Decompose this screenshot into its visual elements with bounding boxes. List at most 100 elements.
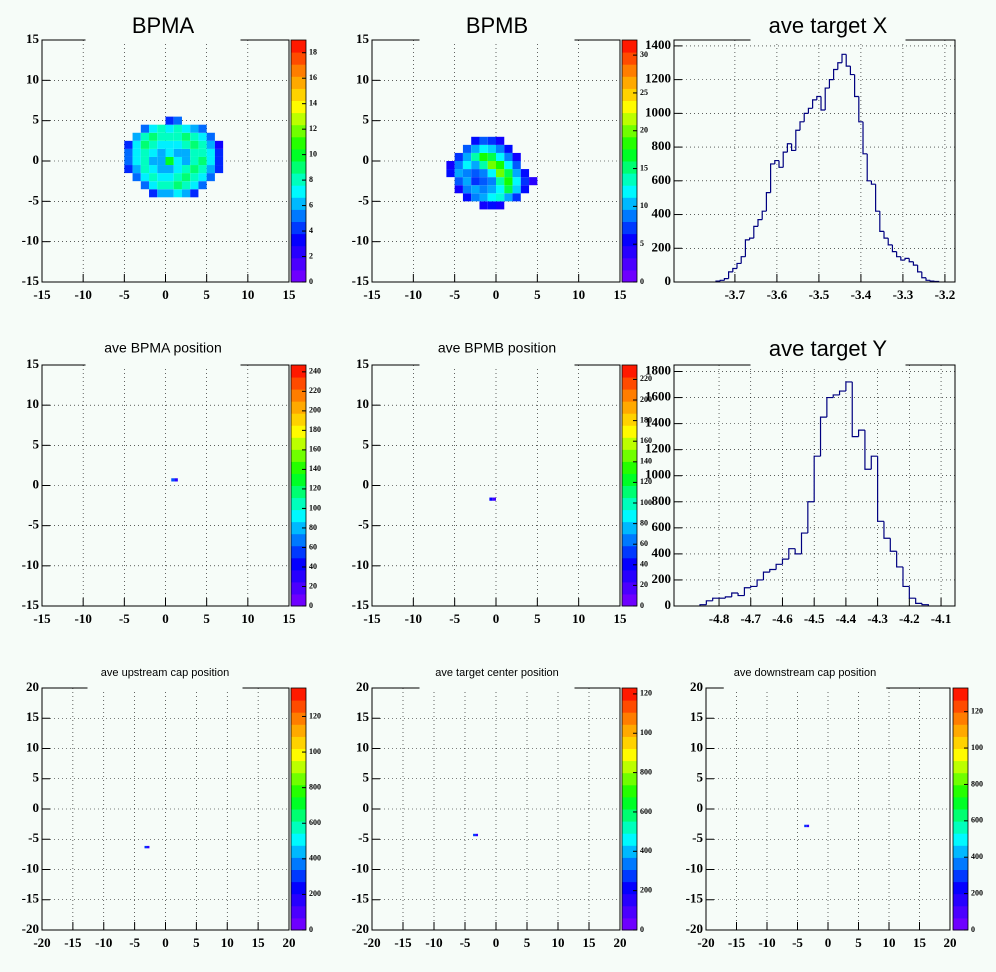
cell	[471, 136, 480, 145]
palette-band	[291, 233, 306, 247]
histogram-bin	[719, 279, 725, 282]
palette-label: 60	[309, 542, 317, 551]
cell	[157, 181, 166, 190]
palette-label: 600	[971, 816, 983, 825]
histogram-bin	[736, 262, 742, 269]
palette-label: 200	[640, 885, 652, 894]
x-tick-label: -10	[758, 935, 775, 950]
palette-band	[622, 533, 637, 547]
cell	[190, 189, 199, 198]
cell	[198, 181, 207, 190]
palette-band	[622, 784, 637, 798]
palette-band	[622, 796, 637, 810]
cell	[206, 173, 215, 182]
x-tick-label: 10	[572, 611, 585, 626]
x-tick-label: -4.2	[899, 611, 920, 626]
palette-band	[953, 881, 968, 895]
palette-band	[291, 736, 306, 749]
x-tick-label: 0	[493, 611, 500, 626]
palette-band	[622, 521, 637, 535]
palette-band	[622, 473, 637, 486]
histogram-bin	[891, 244, 897, 253]
y-tick-label: 5	[33, 112, 40, 127]
cell	[149, 173, 158, 182]
palette-band	[622, 833, 637, 846]
palette-band	[291, 100, 306, 114]
y-tick-label: 600	[652, 172, 672, 187]
palette-band	[291, 449, 306, 462]
cell	[173, 148, 182, 157]
x-tick-label: -4.4	[836, 611, 857, 626]
palette-band	[291, 88, 306, 101]
cell	[198, 156, 207, 166]
histogram-bin	[870, 455, 878, 470]
cell	[806, 824, 810, 828]
cell	[165, 189, 174, 198]
y-tick-label: -5	[358, 517, 369, 532]
histogram-bin	[929, 280, 935, 282]
cell	[462, 177, 472, 186]
palette-label: 30	[640, 50, 648, 59]
title-box	[87, 662, 243, 689]
cell	[504, 152, 513, 161]
y-tick-label: 1200	[645, 71, 671, 86]
cell	[132, 156, 141, 166]
x-tick-label: 10	[572, 287, 585, 302]
cell	[214, 156, 224, 166]
histogram-bin	[807, 501, 815, 534]
x-tick-label: 15	[283, 611, 297, 626]
palette-band	[953, 893, 968, 907]
histogram-bin	[820, 96, 826, 111]
cell	[157, 189, 166, 198]
palette-label: 60	[640, 539, 648, 548]
x-tick-label: -15	[363, 611, 381, 626]
cell	[165, 173, 174, 182]
histogram-bin	[849, 66, 855, 76]
cell	[165, 124, 174, 133]
histogram-bin	[896, 551, 903, 568]
cell	[140, 132, 150, 141]
cell	[173, 132, 182, 141]
palette-band	[622, 257, 637, 271]
palette-label: 6	[309, 200, 313, 209]
y-tick-label: 1000	[645, 467, 671, 482]
y-tick-label: -15	[352, 891, 370, 906]
histogram-bin	[875, 184, 880, 212]
palette-frame	[621, 364, 638, 607]
y-tick-label: 5	[33, 436, 40, 451]
y-tick-label: 0	[665, 597, 672, 612]
cell	[140, 165, 150, 174]
palette-frame	[952, 687, 969, 931]
cell	[198, 165, 207, 174]
y-tick-label: 400	[652, 545, 672, 560]
palette-frame	[621, 39, 638, 283]
palette-frame	[290, 364, 307, 607]
histogram-bin	[799, 121, 805, 131]
palette-label: 0	[309, 277, 313, 286]
cell	[487, 161, 496, 170]
cell	[140, 140, 150, 149]
x-tick-label: -5	[449, 611, 460, 626]
histogram-bin	[925, 277, 931, 281]
x-tick-label: 20	[283, 935, 296, 950]
y-tick-label: 200	[652, 239, 672, 254]
cell	[149, 165, 158, 174]
x-tick-label: 0	[825, 935, 832, 950]
histogram-bin	[917, 265, 922, 273]
cell	[173, 124, 182, 133]
cell	[198, 140, 207, 149]
palette-label: 200	[309, 406, 321, 415]
cell	[149, 124, 158, 133]
x-tick-label: -15	[33, 287, 51, 302]
cell	[140, 181, 150, 190]
histogram-bin	[819, 416, 827, 457]
y-tick-label: -15	[352, 597, 370, 612]
histogram-bin	[912, 261, 918, 266]
palette-band	[622, 857, 637, 870]
palette-band	[291, 245, 306, 259]
y-tick-label: 1400	[645, 415, 671, 430]
histogram-bin	[749, 237, 754, 240]
y-tick-label: -10	[22, 557, 39, 572]
palette-band	[291, 173, 306, 186]
cell	[165, 156, 174, 166]
